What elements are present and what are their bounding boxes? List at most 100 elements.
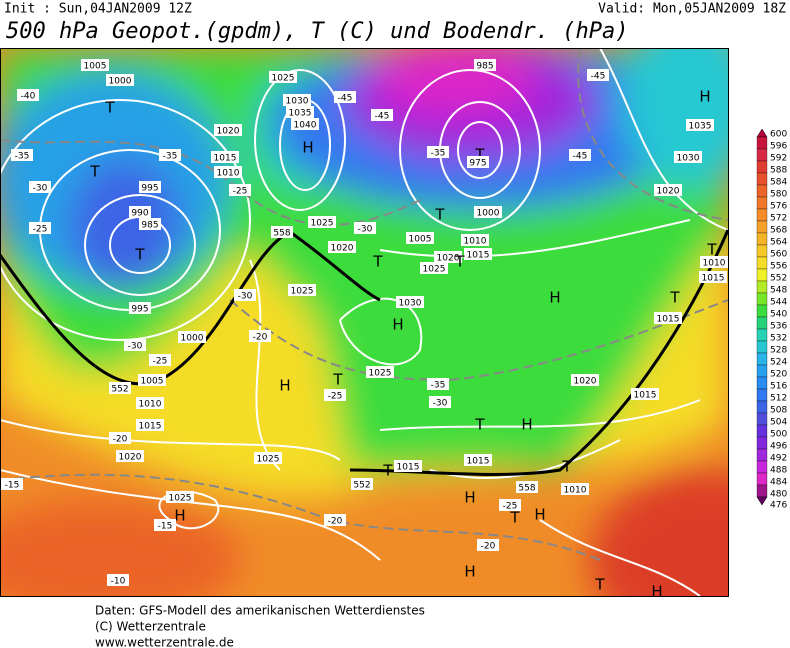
colorbar-swatch (756, 484, 768, 498)
contour-label: 1020 (437, 254, 460, 264)
contour-label: 1020 (657, 187, 680, 197)
contour-label: 995 (141, 184, 158, 194)
label-box (166, 491, 194, 503)
colorbar-label: 584 (770, 178, 787, 188)
contour-label: -30 (358, 225, 373, 235)
label-box (286, 106, 314, 118)
contour-label: 1015 (702, 274, 725, 284)
label-box (396, 296, 424, 308)
contour-label: 1000 (181, 334, 204, 344)
label-box (674, 151, 702, 163)
contour-label: 1010 (217, 169, 240, 179)
label-box (654, 312, 682, 324)
contour-label: -15 (5, 481, 20, 491)
contour-label: 552 (111, 385, 128, 395)
contour-label: 1015 (467, 251, 490, 261)
contour-label: 1005 (409, 235, 432, 245)
contour-label: -25 (33, 225, 48, 235)
colorbar-swatch (756, 424, 768, 438)
contour-552 (0, 229, 728, 476)
label-box (732, 129, 748, 141)
colorbar-label: 476 (770, 501, 787, 511)
label-box (461, 234, 489, 246)
contour-label: -20 (113, 435, 128, 445)
colorbar-swatch (756, 472, 768, 486)
footer-line: (C) Wetterzentrale (95, 620, 206, 634)
colorbar-label: 512 (770, 394, 787, 404)
label-box (288, 284, 316, 296)
colorbar-swatch (756, 352, 768, 366)
label-box (474, 59, 496, 71)
contour-label: 1030 (286, 97, 309, 107)
pressure-center: T (594, 576, 605, 594)
label-box (686, 119, 714, 131)
pressure-center: H (521, 416, 532, 434)
label-box (328, 241, 356, 253)
label-box (214, 124, 242, 136)
colorbar-label: 536 (770, 322, 787, 332)
pressure-center: T (134, 246, 145, 264)
label-box (234, 289, 256, 301)
colorbar-label: 560 (770, 250, 787, 260)
contour-label: -25 (233, 187, 248, 197)
label-box (464, 248, 492, 260)
contour-label: -40 (21, 92, 36, 102)
contour-label: -45 (375, 112, 390, 122)
contour-label: -45 (573, 152, 588, 162)
footer-line: Daten: GFS-Modell des amerikanischen Wet… (95, 604, 425, 618)
colorbar-label: 548 (770, 286, 787, 296)
label-box (499, 499, 521, 511)
colorbar-label: 568 (770, 226, 787, 236)
pressure-center: T (382, 462, 393, 480)
pressure-center: H (651, 583, 662, 601)
colorbar-swatch (756, 220, 768, 234)
contour-label: -45 (338, 94, 353, 104)
label-box (136, 419, 164, 431)
label-box (406, 232, 434, 244)
colorbar-swatch (756, 196, 768, 210)
label-box (291, 118, 319, 130)
label-box (1, 478, 23, 490)
label-box (308, 216, 336, 228)
colorbar-swatch (756, 256, 768, 270)
colorbar-swatch (756, 304, 768, 318)
contour-label: -10 (111, 577, 126, 587)
pressure-center: T (372, 253, 383, 271)
colorbar-label: 484 (770, 478, 787, 488)
label-box (283, 94, 311, 106)
label-box (178, 331, 206, 343)
colorbar-swatch (756, 184, 768, 198)
contour-label: 1030 (677, 154, 700, 164)
contour-label: 990 (131, 209, 148, 219)
contour-label: -15 (158, 522, 173, 532)
contour-label: 1020 (331, 244, 354, 254)
pressure-center: H (549, 289, 560, 307)
pressure-center: T (509, 509, 520, 527)
colorbar-swatch (756, 376, 768, 390)
colorbar-swatch (756, 448, 768, 462)
contour-label: 1010 (703, 259, 726, 269)
label-box (477, 539, 499, 551)
label-box (561, 483, 589, 495)
colorbar-label: 528 (770, 346, 787, 356)
pressure-center: H (279, 377, 290, 395)
label-box (29, 222, 51, 234)
contour-label: 1020 (119, 453, 142, 463)
label-box (11, 149, 33, 161)
contour-label: -35 (431, 381, 446, 391)
colorbar-swatch (756, 148, 768, 162)
label-box (631, 388, 659, 400)
colorbar: 600 596 592 588 584 580 576 572 568 564 560 556 552 5… (756, 128, 787, 511)
colorbar-swatch (756, 232, 768, 246)
contour-label: -35 (15, 152, 30, 162)
colorbar-label: 492 (770, 454, 787, 464)
label-box (154, 519, 176, 531)
colorbar-swatch (756, 160, 768, 174)
label-box (149, 354, 171, 366)
contour-label: -30 (433, 399, 448, 409)
init-time: Init : Sun,04JAN2009 12Z (4, 2, 192, 17)
colorbar-swatch (756, 364, 768, 378)
label-box (271, 226, 293, 238)
contour-label: 1005 (84, 62, 107, 72)
